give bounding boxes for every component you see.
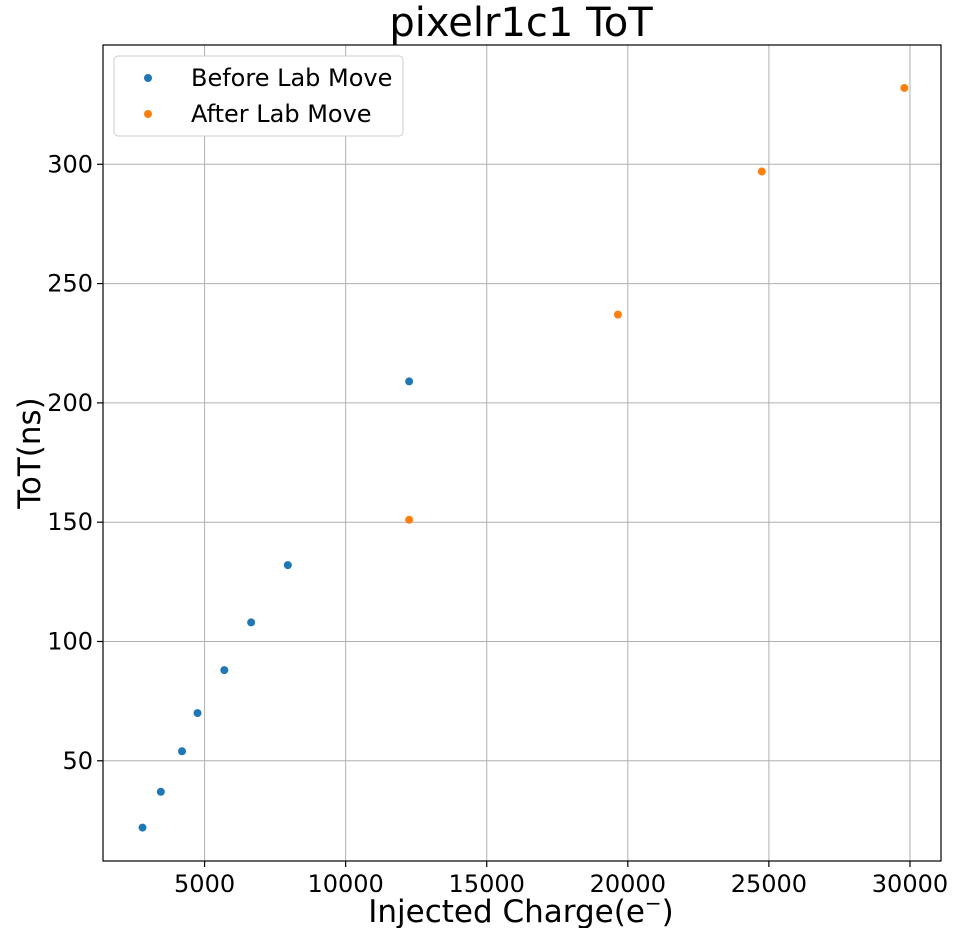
x-tick-label: 10000 (307, 870, 383, 898)
point-before-lab-move (220, 666, 229, 675)
y-tick-label: 200 (47, 389, 93, 417)
gridlines (103, 45, 941, 861)
point-before-lab-move (405, 377, 414, 386)
point-before-lab-move (247, 618, 256, 627)
point-before-lab-move (193, 709, 202, 718)
legend-marker (144, 74, 152, 82)
legend-box (113, 55, 404, 137)
legend-marker (144, 110, 152, 118)
chart-title: pixelr1c1 ToT (389, 0, 653, 46)
y-axis-ticks: 50 100 150 200 250 300 (47, 150, 103, 775)
point-before-lab-move (138, 823, 147, 832)
x-axis-label: Injected Charge(e−) (368, 891, 674, 928)
legend-label: Before Lab Move (191, 64, 392, 92)
x-axis-ticks: 5000 10000 15000 20000 25000 30000 (174, 861, 948, 898)
y-tick-label: 150 (47, 508, 93, 536)
y-tick-label: 300 (47, 150, 93, 178)
y-tick-label: 100 (47, 627, 93, 655)
x-tick-label: 25000 (731, 870, 807, 898)
legend: Before Lab Move After Lab Move (113, 55, 404, 137)
point-after-lab-move (613, 310, 622, 319)
y-tick-label: 250 (47, 270, 93, 298)
point-after-lab-move (405, 515, 414, 524)
x-tick-label: 30000 (872, 870, 948, 898)
legend-label: After Lab Move (191, 100, 372, 128)
data-points (138, 83, 909, 832)
point-before-lab-move (178, 747, 187, 756)
y-axis-label: ToT(ns) (12, 397, 48, 510)
x-tick-label: 15000 (449, 870, 525, 898)
y-tick-label: 50 (62, 747, 93, 775)
point-after-lab-move (757, 167, 766, 176)
point-before-lab-move (283, 561, 292, 570)
plot-area-frame (102, 44, 942, 862)
x-tick-label: 5000 (174, 870, 235, 898)
point-before-lab-move (156, 787, 165, 796)
x-tick-label: 20000 (590, 870, 666, 898)
point-after-lab-move (900, 83, 909, 92)
